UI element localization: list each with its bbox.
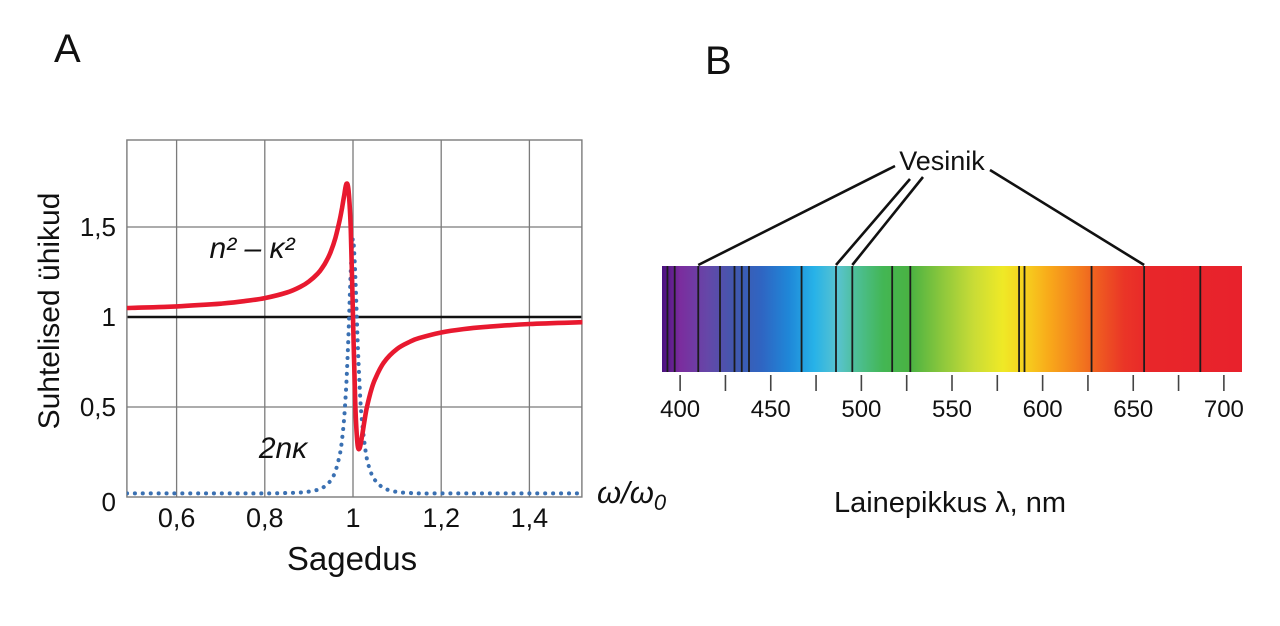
hydrogen-annotation-label: Vesinik [899,146,985,176]
curve-label-n2-k2: n² – κ² [209,232,295,265]
wavelength-axis-title: Lainepikkus λ, nm [834,487,1066,519]
wavelength-tick-label: 450 [751,396,791,423]
absorption-lines [666,266,1202,372]
panel-b: B Vesinik 400 450 500 550 600 650 700 Lainepik… [660,39,1244,519]
y-tick-labels: 0 0,5 1 1,5 [80,212,116,517]
x-tick-label: 1 [345,503,360,533]
spectrum-band [662,266,1242,372]
x-tick-label: 1,2 [422,503,460,533]
wavelength-tick-label: 700 [1204,396,1244,423]
y-tick-label: 1,5 [80,212,116,242]
wavelength-ticks [679,375,1225,391]
pointer-line-486nm [835,178,911,266]
x-tick-label: 0,8 [246,503,284,533]
panel-b-label: B [705,39,732,83]
panel-a: A 0,6 0,8 1 1,2 1,4 0 0,5 1 1,5 Sagedus Suhteli… [33,27,667,577]
x-axis-title: Sagedus [287,540,417,577]
y-tick-label: 0 [102,487,116,517]
unit-subscript: 0 [654,490,667,515]
y-tick-label: 1 [102,302,116,332]
curve-n2-k2 [126,181,583,452]
plot-frame [126,139,583,498]
curve-label-2nk: 2nκ [258,432,309,465]
x-tick-label: 1,4 [511,503,549,533]
wavelength-tick-label: 600 [1023,396,1063,423]
wavelength-tick-label: 650 [1113,396,1153,423]
pointer-line-656nm [989,168,1145,267]
curve-2nk [126,236,583,496]
wavelength-tick-labels: 400 450 500 550 600 650 700 [660,396,1244,423]
wavelength-tick-label: 550 [932,396,972,423]
pointer-line-495nm [851,176,925,266]
unit-omega: ω/ω [597,475,654,510]
panel-a-label: A [54,27,81,71]
x-axis-unit-label: ω/ω0 [597,475,667,515]
x-tick-label: 0,6 [158,503,196,533]
pointer-line-410nm [697,164,896,267]
curves [126,181,583,496]
annotation-pointer-lines [697,164,1145,267]
x-tick-labels: 0,6 0,8 1 1,2 1,4 [158,503,548,533]
wavelength-tick-label: 400 [660,396,700,423]
wavelength-tick-label: 500 [841,396,881,423]
y-tick-label: 0,5 [80,392,116,422]
y-axis-title: Suhtelised ühikud [33,193,66,430]
